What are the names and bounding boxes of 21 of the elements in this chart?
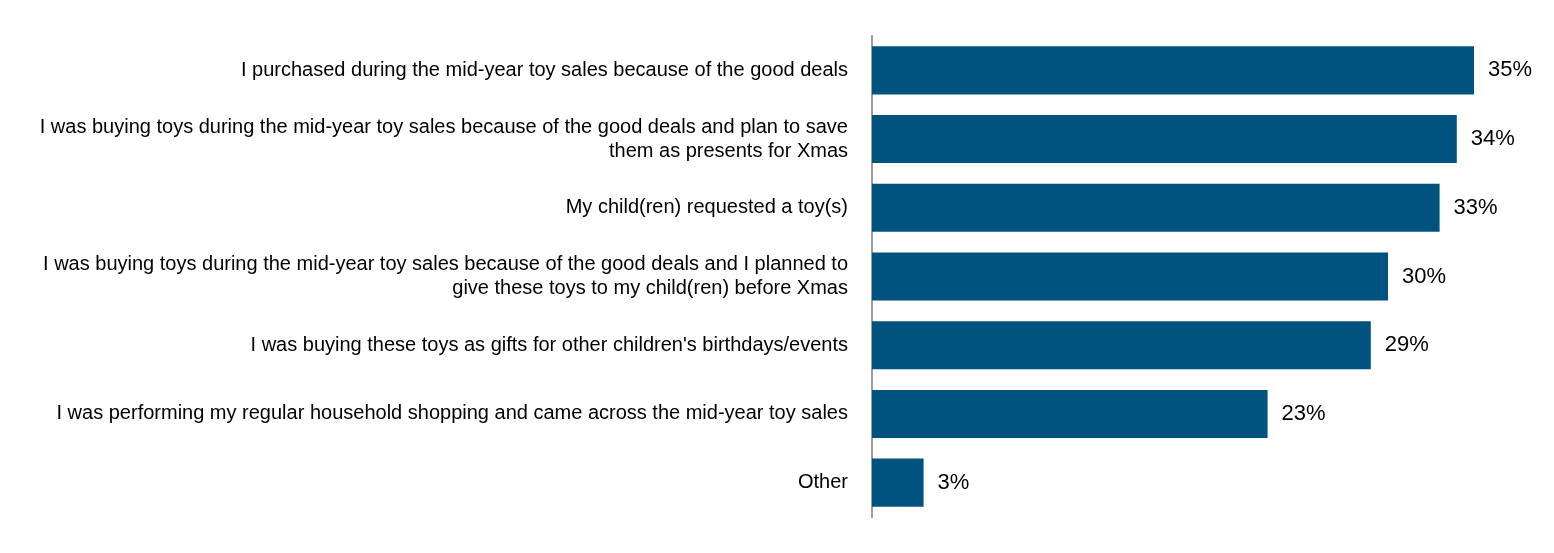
bar: [872, 321, 1371, 370]
y-tick-label: I was buying toys during the mid-year toy sales because of the good deals and I planned to give these toys to my child(ren) before Xmas: [43, 252, 848, 299]
bar: [872, 389, 1268, 438]
bar: [872, 183, 1440, 232]
y-tick-label: I was performing my regular household shopping and came across the mid-year toy sales: [56, 401, 848, 424]
data-label: 30%: [1402, 262, 1447, 288]
data-label: 23%: [1281, 399, 1326, 425]
data-label: 35%: [1488, 56, 1533, 82]
y-tick-label: I was buying these toys as gifts for other children's birthdays/events: [250, 332, 848, 355]
bar: [872, 46, 1474, 95]
y-tick-label: I purchased during the mid-year toy sales because of the good deals: [240, 57, 848, 80]
data-label: 29%: [1384, 331, 1429, 357]
data-label: 3%: [937, 468, 970, 494]
bar: [872, 252, 1388, 301]
y-tick-label: Other: [797, 470, 849, 493]
y-tick-label: My child(ren) requested a toy(s): [565, 195, 848, 218]
data-label: 33%: [1453, 193, 1498, 219]
bar: [872, 115, 1457, 164]
data-label: 34%: [1470, 125, 1515, 151]
y-tick-label: I was buying toys during the mid-year toy sales because of the good deals and plan to save them as presents for Xmas: [39, 114, 848, 161]
bar: [872, 458, 924, 507]
